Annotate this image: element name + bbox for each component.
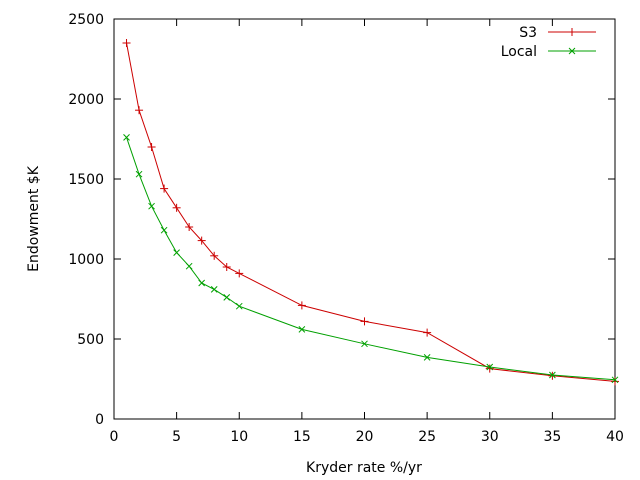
x-tick-label: 10: [230, 429, 248, 445]
y-axis-ticks: 0 500 1000 1500 2000 2500: [68, 12, 615, 428]
data-point: [148, 202, 155, 210]
x-tick-label: 35: [543, 429, 561, 445]
series-local: [123, 134, 619, 384]
x-tick-label: 30: [481, 429, 499, 445]
data-point: [198, 279, 206, 287]
data-point: [549, 371, 556, 379]
plot-border: [113, 18, 616, 420]
data-point: [298, 326, 306, 333]
legend-item-local: Local: [501, 44, 596, 60]
data-point: [210, 286, 218, 293]
data-point: [122, 39, 131, 47]
data-point: [172, 203, 181, 212]
data-point: [223, 294, 231, 301]
y-tick-label: 2000: [68, 92, 104, 108]
x-tick-label: 0: [110, 429, 119, 445]
data-point: [185, 223, 194, 231]
data-point: [235, 269, 244, 278]
data-point: [486, 363, 494, 371]
y-tick-label: 1500: [68, 172, 104, 188]
data-point: [423, 328, 432, 337]
data-point: [185, 262, 193, 270]
x-tick-label: 5: [172, 429, 181, 445]
data-point: [123, 134, 130, 141]
data-point: [423, 354, 431, 361]
data-point: [548, 371, 557, 380]
data-point: [160, 226, 168, 234]
data-point: [160, 184, 169, 193]
legend: S3 Local: [501, 25, 596, 60]
data-point: [135, 106, 144, 115]
x-axis-label: Kryder rate %/yr: [306, 460, 422, 476]
data-point: [135, 170, 143, 178]
data-point: [360, 317, 369, 326]
data-point: [235, 302, 243, 310]
data-point: [197, 236, 206, 245]
x-tick-label: 20: [356, 429, 374, 445]
data-point: [222, 263, 231, 271]
legend-marker: [568, 47, 576, 55]
legend-label: Local: [501, 44, 537, 60]
legend-item-s3: S3: [519, 25, 596, 41]
y-tick-label: 0: [95, 412, 104, 428]
legend-marker: [568, 28, 576, 36]
legend-label: S3: [519, 25, 537, 41]
data-point: [210, 251, 219, 260]
data-point: [611, 377, 619, 386]
series-line-local: [126, 137, 616, 381]
y-tick-label: 500: [77, 332, 104, 348]
x-tick-label: 25: [418, 429, 436, 445]
data-point: [297, 301, 306, 310]
data-point: [361, 340, 368, 348]
series-s3: [122, 39, 619, 386]
y-tick-label: 1000: [68, 252, 104, 268]
y-axis-label: Endowment $K: [26, 165, 42, 272]
x-tick-label: 40: [606, 429, 624, 445]
x-tick-label: 15: [293, 429, 311, 445]
data-point: [173, 249, 180, 256]
data-point: [147, 143, 156, 151]
data-point: [611, 376, 619, 384]
series-line-s3: [126, 42, 616, 382]
plot-frame: [113, 18, 616, 420]
data-point: [485, 364, 494, 373]
series-layer: [122, 39, 619, 386]
x-axis-ticks: 0 5 10 15 20 25 30 35 40: [110, 19, 624, 445]
y-tick-label: 2500: [68, 12, 104, 28]
